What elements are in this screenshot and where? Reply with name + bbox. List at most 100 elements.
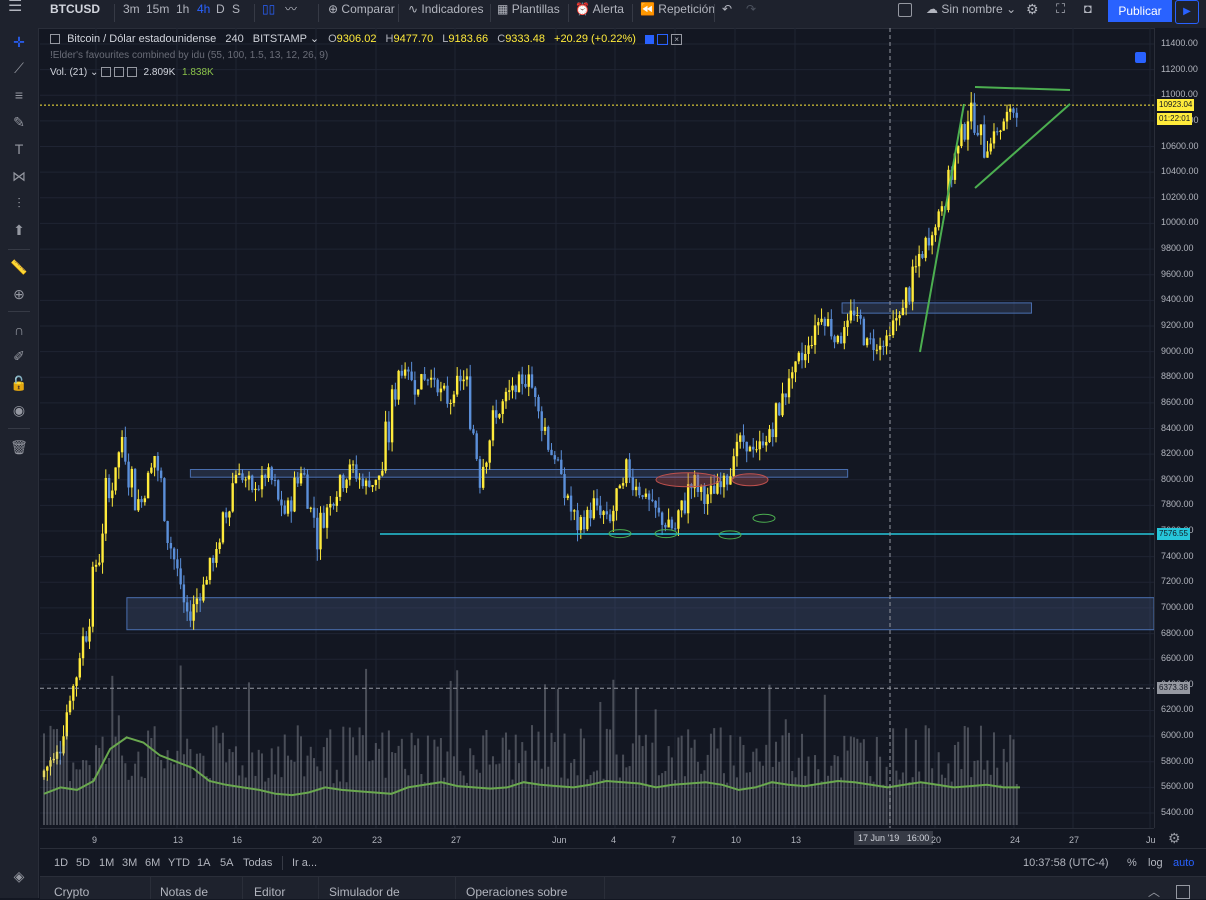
chart-style-icon[interactable]: 〰 — [285, 2, 298, 16]
chevron-down-icon[interactable]: ⌄ — [90, 67, 99, 78]
volume-bar — [589, 775, 592, 825]
candle — [686, 484, 690, 514]
tab-pine-editor[interactable]: Editor Pine — [242, 877, 319, 899]
candle — [264, 475, 267, 479]
close-icon[interactable] — [126, 67, 137, 78]
price-axis[interactable]: 11400.0011200.0011000.0010800.0010600.00… — [1154, 28, 1206, 828]
chevron-up-icon[interactable]: ︿ — [1148, 885, 1161, 899]
symbol-search[interactable]: BTCUSD — [50, 2, 100, 16]
interval-4h[interactable]: 4h — [197, 2, 211, 16]
compare-button[interactable]: ⊕ Comparar — [328, 0, 395, 28]
interval-s[interactable]: S — [232, 2, 241, 16]
clock[interactable]: 10:37:58 (UTC-4) — [1023, 857, 1109, 869]
close-icon[interactable]: × — [671, 33, 683, 45]
percent-toggle[interactable]: % — [1127, 857, 1137, 869]
candle — [784, 393, 787, 398]
indicators-button[interactable]: ∿ Indicadores — [408, 0, 483, 28]
volume-bar — [898, 779, 901, 825]
zoom-icon[interactable]: ⊕ — [13, 286, 25, 302]
price-tick-label: 7000.00 — [1161, 601, 1194, 612]
settings-icon[interactable] — [645, 34, 655, 44]
templates-button[interactable]: ▦ Plantillas — [497, 0, 560, 28]
collapse-icon[interactable] — [50, 34, 60, 45]
range-5a[interactable]: 5A — [220, 857, 234, 869]
volume-label[interactable]: Vol. (21) — [50, 67, 88, 78]
candle — [400, 370, 404, 376]
volume-bar — [365, 668, 368, 825]
candle — [117, 452, 121, 468]
candle — [468, 376, 472, 430]
camera-icon[interactable]: ◘ — [1084, 1, 1092, 16]
visibility-icon[interactable] — [101, 67, 112, 78]
range-1a[interactable]: 1A — [197, 857, 211, 869]
prediction-icon[interactable]: ⫶ — [17, 195, 21, 211]
volume-bar — [726, 782, 729, 825]
visibility-icon[interactable] — [657, 33, 669, 45]
log-toggle[interactable]: log — [1148, 857, 1163, 869]
redo-icon[interactable]: ↷ — [746, 2, 757, 16]
interval-3m[interactable]: 3m — [123, 2, 140, 16]
interval-d[interactable]: D — [216, 2, 225, 16]
tab-paper-trading[interactable]: Operaciones sobre papel ● — [454, 877, 605, 899]
maximize-icon[interactable] — [1176, 885, 1190, 899]
range-ytd[interactable]: YTD — [168, 857, 190, 869]
range-all[interactable]: Todas — [243, 857, 273, 869]
fullscreen-checkbox-icon[interactable] — [898, 3, 912, 17]
fib-icon[interactable]: ≡ — [14, 87, 24, 103]
text-icon[interactable]: T — [14, 141, 24, 157]
undo-icon[interactable]: ↶ — [722, 2, 733, 16]
goto-date-button[interactable]: Ir a... — [292, 857, 318, 869]
arrow-up-icon[interactable]: ⬆ — [13, 222, 25, 238]
pattern-icon[interactable]: ⋈ — [12, 168, 26, 184]
gear-icon[interactable]: ⚙ — [1026, 1, 1039, 17]
lock-icon[interactable]: 🔓 — [10, 375, 28, 391]
tab-text-notes[interactable]: Notas de texto — [148, 877, 243, 899]
settings-icon[interactable] — [113, 67, 124, 78]
price-tick-label: 6600.00 — [1161, 653, 1194, 664]
layers-icon[interactable]: ◈ — [13, 868, 25, 884]
range-5d[interactable]: 5D — [76, 857, 91, 869]
fullscreen-icon[interactable]: ⛶ — [1056, 1, 1066, 16]
crosshair-icon[interactable]: ✛ — [13, 34, 25, 50]
trendline-icon[interactable]: ⟋ — [14, 60, 24, 76]
magnet-icon[interactable]: ∩ — [13, 322, 25, 338]
candle — [176, 559, 179, 569]
price-chart[interactable] — [40, 28, 1154, 828]
volume-bar — [436, 746, 439, 825]
ruler-icon[interactable]: 📏 — [10, 259, 28, 275]
interval-15m[interactable]: 15m — [146, 2, 170, 16]
alert-button[interactable]: ⏰ Alerta — [575, 0, 624, 28]
candle — [475, 433, 478, 460]
play-icon[interactable]: ▶ — [1175, 0, 1199, 24]
publish-button[interactable]: Publicar — [1108, 0, 1172, 22]
legend-title[interactable]: Bitcoin / Dólar estadounidense — [67, 33, 217, 45]
settings-gear-icon[interactable]: ⚙ — [1168, 830, 1181, 846]
tab-crypto-screener[interactable]: Crypto Screener ⌄ — [42, 877, 151, 899]
candle — [345, 479, 348, 489]
range-1m[interactable]: 1M — [99, 857, 115, 869]
candle — [953, 153, 957, 180]
brush-icon[interactable]: ✎ — [13, 114, 25, 130]
volume-bar — [892, 728, 895, 825]
price-tick-label: 5400.00 — [1161, 807, 1194, 817]
candles-icon[interactable]: ▯▯ — [262, 2, 276, 16]
trash-icon[interactable]: 🗑 — [10, 439, 28, 455]
candle — [768, 429, 771, 443]
range-1d[interactable]: 1D — [54, 857, 69, 869]
candle — [761, 441, 765, 446]
lock-drawing-icon[interactable]: ✐ — [13, 348, 25, 364]
eye-icon[interactable]: ◉ — [12, 402, 26, 418]
tab-label: Crypto Screener — [54, 885, 90, 899]
range-6m[interactable]: 6M — [145, 857, 161, 869]
interval-1h[interactable]: 1h — [176, 2, 190, 16]
auto-toggle[interactable]: auto — [1173, 857, 1195, 869]
menu-icon[interactable]: ☰ — [8, 0, 23, 15]
layout-button[interactable]: ☁ Sin nombre ⌄ — [926, 0, 1016, 28]
indicator-legend[interactable]: !Elder's favourites combined by idu (55,… — [50, 50, 329, 61]
object-tree-icon[interactable] — [1135, 52, 1146, 63]
chevron-down-icon[interactable]: ⌄ — [309, 33, 320, 45]
time-axis[interactable]: 17 Jun '19 16:00 ⚙ 9 13 16 20 23 27 Jun 4 7 10 13 2… — [40, 828, 1181, 849]
replay-button[interactable]: ⏪ Repetición — [640, 0, 715, 28]
range-3m[interactable]: 3M — [122, 857, 138, 869]
tab-strategy-tester[interactable]: Simulador de estrategia — [317, 877, 456, 899]
